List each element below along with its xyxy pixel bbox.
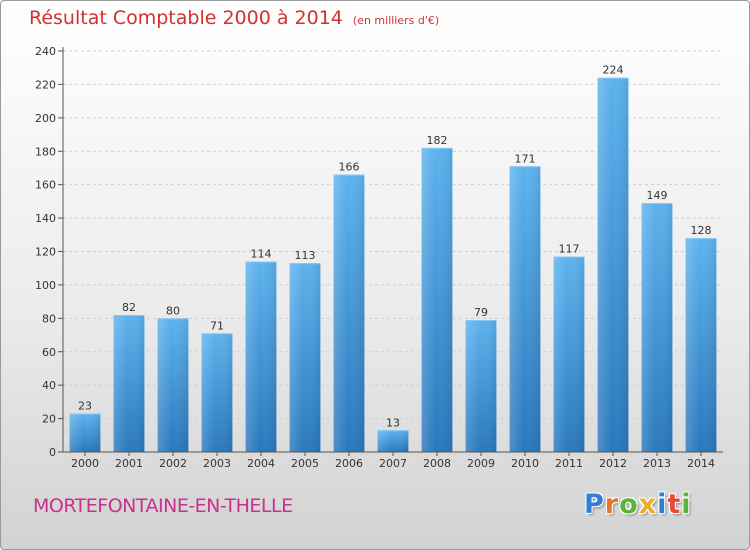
y-tick-label-220: 220 — [35, 78, 56, 91]
city-name: MORTEFONTAINE-EN-THELLE — [33, 495, 293, 517]
bar-shine-2011 — [553, 256, 585, 452]
bar-shine-2012 — [597, 77, 629, 452]
bar-shine-2000 — [69, 413, 101, 452]
x-tick-label-2012: 2012 — [599, 457, 627, 470]
bar-shine-2010 — [509, 166, 541, 452]
y-tick-label-140: 140 — [35, 212, 56, 225]
bars-layer: 23 82 80 71 114 113 166 13 182 79 171 117 224 149 128 — [69, 64, 717, 453]
y-tick-label-180: 180 — [35, 145, 56, 158]
data-label-2013: 149 — [647, 189, 668, 202]
logo-letter-1: r — [604, 489, 620, 520]
x-tick-label-2002: 2002 — [159, 457, 187, 470]
proxiti-logo[interactable]: Proxiti — [584, 489, 692, 520]
data-label-2003: 71 — [210, 319, 224, 332]
y-tick-label-200: 200 — [35, 112, 56, 125]
bar-shine-2009 — [465, 320, 497, 452]
bar-shine-2005 — [289, 263, 321, 452]
logo-letter-0: P — [584, 489, 605, 520]
axis-layer: 0 20 40 60 80 100 120 140 160 180 200 220 240 2000 200… — [35, 45, 723, 470]
y-tick-label-160: 160 — [35, 179, 56, 192]
bar-shine-2014 — [685, 238, 717, 452]
y-tick-label-20: 20 — [42, 413, 56, 426]
data-label-2014: 128 — [691, 224, 712, 237]
y-tick-label-120: 120 — [35, 246, 56, 259]
logo-letter-4: i — [657, 489, 668, 520]
x-tick-label-2014: 2014 — [687, 457, 715, 470]
x-tick-label-2011: 2011 — [555, 457, 583, 470]
y-tick-label-240: 240 — [35, 45, 56, 58]
logo-letter-2: o — [619, 489, 639, 520]
data-label-2010: 171 — [515, 152, 536, 165]
y-tick-label-80: 80 — [42, 312, 56, 325]
data-label-2012: 224 — [603, 64, 624, 77]
x-tick-label-2000: 2000 — [71, 457, 99, 470]
data-label-2011: 117 — [559, 243, 580, 256]
x-tick-label-2006: 2006 — [335, 457, 363, 470]
y-tick-label-0: 0 — [49, 446, 56, 459]
x-tick-label-2003: 2003 — [203, 457, 231, 470]
chart-subtitle: (en milliers d'€) — [352, 14, 440, 27]
bar-shine-2006 — [333, 174, 365, 452]
x-tick-label-2008: 2008 — [423, 457, 451, 470]
data-label-2007: 13 — [386, 416, 400, 429]
x-tick-label-2009: 2009 — [467, 457, 495, 470]
bar-shine-2007 — [377, 430, 409, 452]
data-label-2001: 82 — [122, 301, 136, 314]
x-tick-label-2010: 2010 — [511, 457, 539, 470]
bar-shine-2001 — [113, 314, 145, 452]
bar-shine-2008 — [421, 147, 453, 453]
data-label-2004: 114 — [251, 248, 272, 261]
x-tick-label-2001: 2001 — [115, 457, 143, 470]
bar-shine-2013 — [641, 203, 673, 452]
x-tick-label-2005: 2005 — [291, 457, 319, 470]
chart-title: Résultat Comptable 2000 à 2014 (en millie… — [29, 7, 439, 29]
y-tick-label-40: 40 — [42, 379, 56, 392]
bar-shine-2002 — [157, 318, 189, 452]
logo-letter-6: i — [681, 489, 692, 520]
x-tick-label-2013: 2013 — [643, 457, 671, 470]
data-label-2008: 182 — [427, 134, 448, 147]
logo-letter-5: t — [667, 489, 682, 520]
x-tick-label-2004: 2004 — [247, 457, 275, 470]
data-label-2000: 23 — [78, 400, 92, 413]
x-tick-label-2007: 2007 — [379, 457, 407, 470]
data-label-2005: 113 — [295, 249, 316, 262]
y-tick-label-60: 60 — [42, 346, 56, 359]
chart-title-text: Résultat Comptable 2000 à 2014 — [29, 7, 343, 29]
data-label-2006: 166 — [339, 161, 360, 174]
data-label-2002: 80 — [166, 304, 180, 317]
logo-letter-3: x — [638, 489, 658, 520]
bar-shine-2003 — [201, 333, 233, 452]
data-label-2009: 79 — [474, 306, 488, 319]
bar-shine-2004 — [245, 261, 277, 452]
y-tick-label-100: 100 — [35, 279, 56, 292]
